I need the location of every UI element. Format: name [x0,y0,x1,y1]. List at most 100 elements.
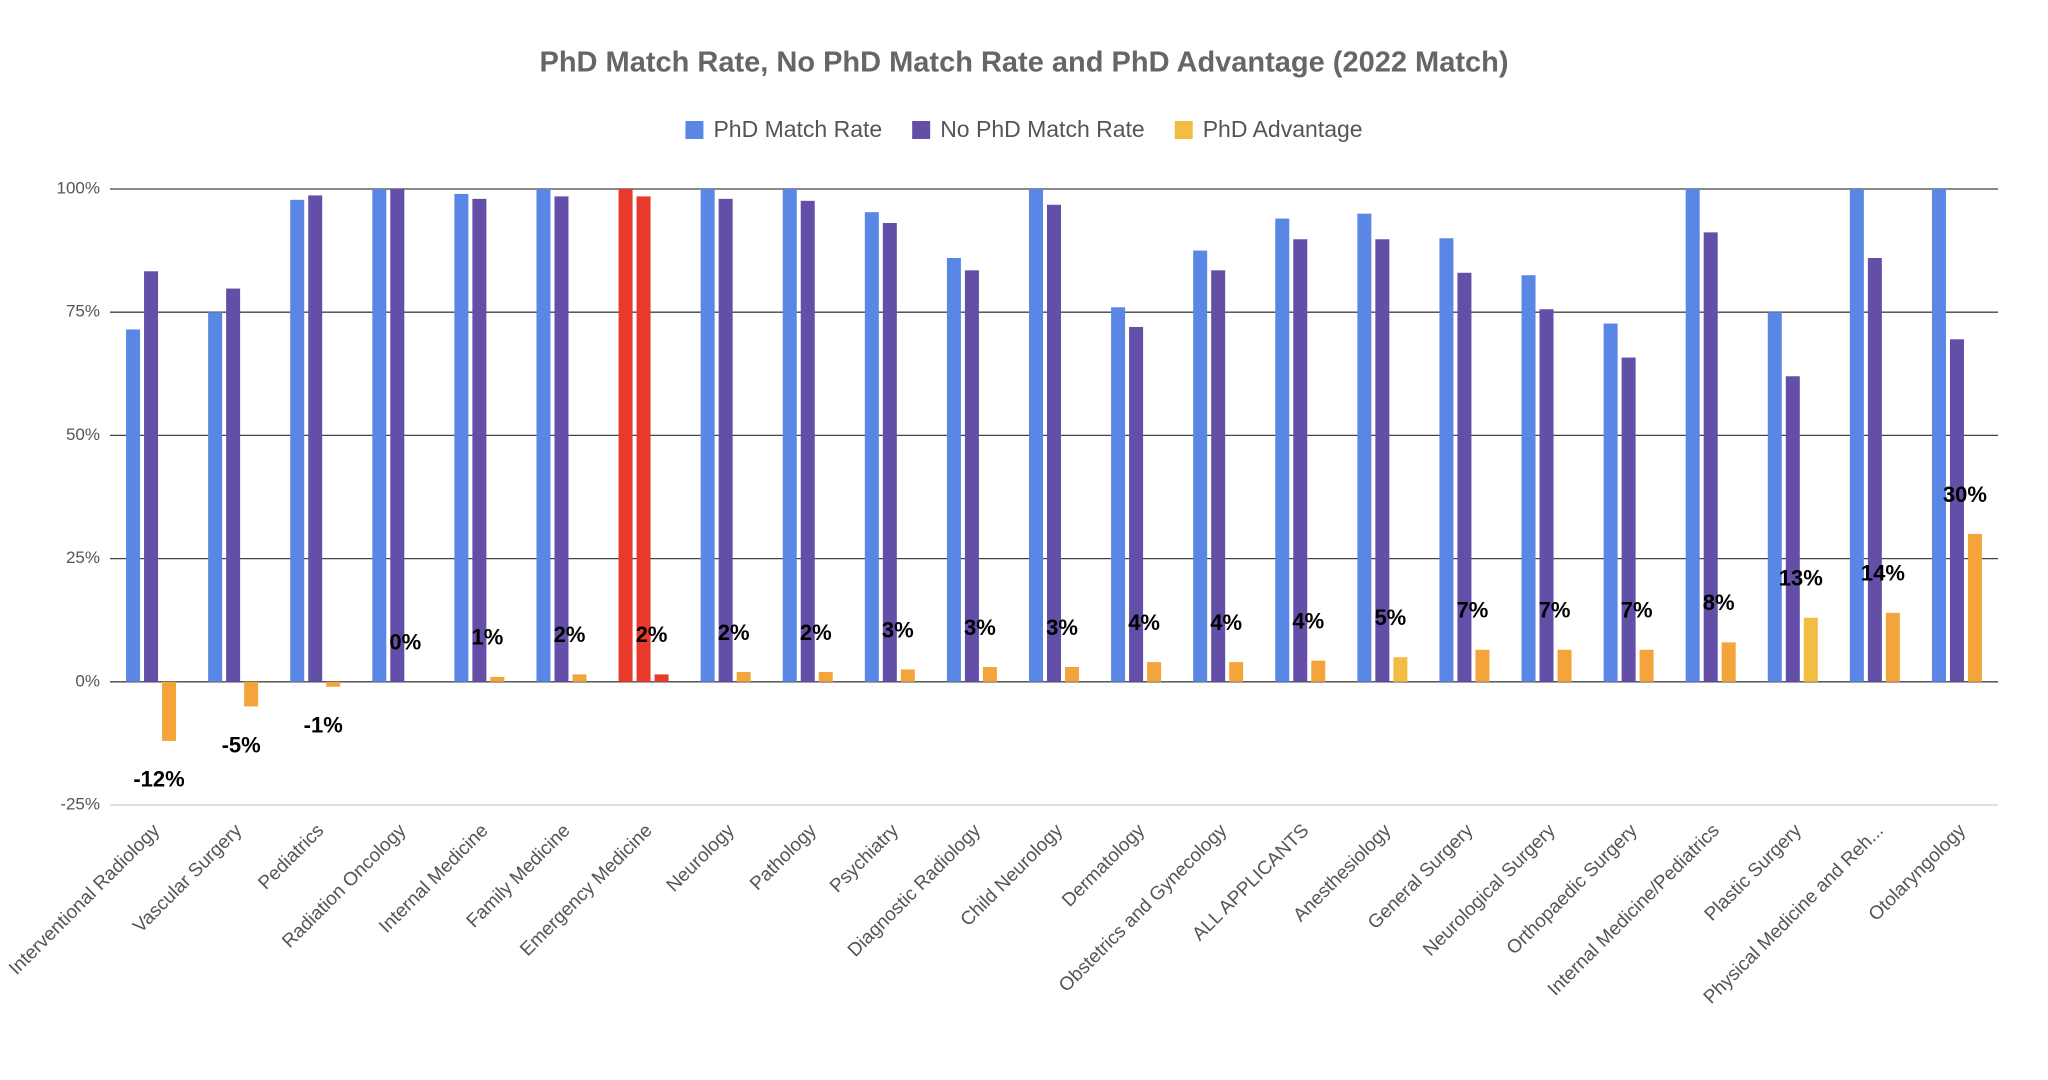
bar [1539,309,1554,682]
x-tick-label: Neurological Surgery [1419,820,1560,961]
bar [226,288,241,682]
data-label: 3% [882,617,914,642]
bar [454,193,469,682]
y-tick-label: 50% [66,425,100,444]
bar [1849,189,1864,682]
bar [1293,239,1308,682]
bar [490,676,505,682]
bar [1885,612,1900,682]
bar [1721,642,1736,682]
x-tick-label: Obstetrics and Gynecology [1055,820,1232,997]
x-tick-label: Interventional Radiology [5,820,164,979]
data-label: 4% [1292,608,1324,633]
legend-label: No PhD Match Rate [940,116,1145,142]
x-tick-label: Psychiatry [826,820,903,897]
bar [1967,533,1982,682]
data-label: 13% [1779,566,1823,591]
bar [126,329,141,682]
bar [162,681,177,741]
bar [1785,376,1800,682]
bar [1557,649,1572,682]
data-label: 5% [1374,605,1406,630]
data-label: 3% [964,615,996,640]
bar [618,189,633,682]
bar [1521,275,1536,682]
legend-label: PhD Advantage [1203,116,1363,142]
chart-title: PhD Match Rate, No PhD Match Rate and Ph… [540,47,1509,79]
bar [1457,272,1472,682]
bar [1703,232,1718,682]
bar [290,199,305,682]
bar [736,671,751,682]
bar [1311,660,1326,682]
bar [1029,189,1043,682]
bar [144,271,159,682]
bar [900,669,915,682]
y-tick-label: 100% [57,178,100,197]
bar [800,200,815,682]
bar [1375,239,1390,682]
bar [554,196,569,682]
data-label: 7% [1539,598,1571,623]
data-label: 0% [389,630,421,655]
bar [946,257,961,682]
bar [700,189,715,682]
bar [1047,204,1061,682]
bar [982,667,997,682]
bar [572,674,587,682]
x-tick-label: Pathology [746,820,821,895]
bar [1685,189,1700,682]
bar [636,196,651,682]
bar [1211,270,1226,682]
bar [818,671,833,682]
bar [308,195,323,682]
bar [1603,323,1618,682]
data-label: 7% [1457,598,1489,623]
x-tick-label: Diagnostic Radiology [844,820,985,961]
bar [1931,189,1946,682]
y-tick-label: 25% [66,548,100,567]
y-tick-label: -25% [60,794,100,813]
bar [1147,662,1162,682]
data-label: 2% [636,622,668,647]
data-label: 1% [471,625,503,650]
bar [718,198,733,682]
bar [1111,307,1126,682]
bar [1949,339,1964,682]
data-label: -5% [222,732,261,757]
legend-swatch [912,121,931,139]
data-label: 7% [1621,598,1653,623]
bar [1803,617,1818,682]
data-label: 2% [554,622,586,647]
bar [1393,657,1408,682]
x-tick-label: Pediatrics [254,820,328,894]
y-tick-label: 0% [75,671,100,690]
data-label: -12% [133,767,184,792]
bar [1439,238,1454,682]
x-tick-label: Neurology [663,820,739,896]
bar [326,681,341,687]
bar [372,189,387,682]
bar [1767,312,1782,682]
data-label: -1% [304,713,343,738]
legend-swatch [1174,121,1193,139]
bar [782,189,797,682]
data-label: 14% [1861,561,1905,586]
legend-label: PhD Match Rate [713,116,882,142]
bar [1639,649,1654,682]
bar [1621,357,1636,682]
data-label: 4% [1210,610,1242,635]
bar [654,674,669,682]
data-label: 8% [1703,590,1735,615]
bar [1275,218,1290,682]
data-label: 4% [1128,610,1160,635]
y-tick-label: 75% [66,302,100,321]
legend-swatch [685,121,704,139]
bar [472,198,487,682]
data-label: 2% [718,620,750,645]
bar [1867,257,1882,682]
bar [964,270,979,682]
data-label: 30% [1943,482,1987,507]
